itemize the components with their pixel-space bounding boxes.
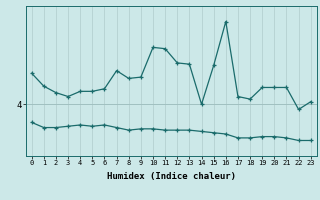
X-axis label: Humidex (Indice chaleur): Humidex (Indice chaleur) bbox=[107, 172, 236, 181]
